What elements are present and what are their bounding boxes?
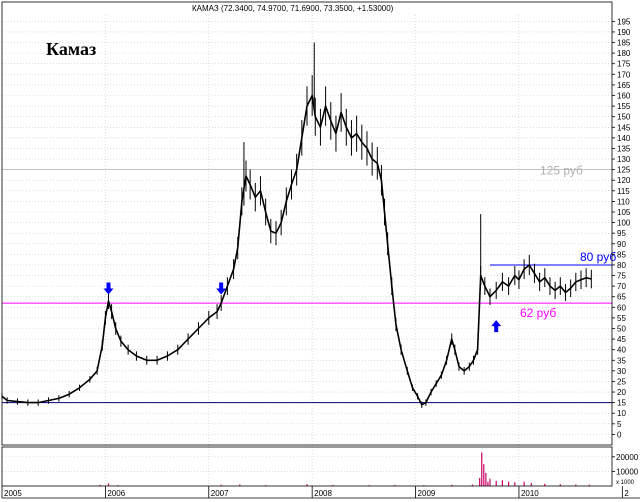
x-tick-label-4: 2009 [418, 489, 436, 498]
x-tick-label-2: 2007 [211, 489, 229, 498]
x-tick-label-3: 2008 [314, 489, 332, 498]
x-tick-label-1: 2006 [107, 489, 125, 498]
level-label-0: 125 руб [540, 164, 583, 178]
y-tick-label-18: 90 [617, 240, 626, 249]
y-tick-label-28: 140 [617, 134, 631, 143]
y-tick-label-3: 15 [617, 399, 626, 408]
y-tick-label-23: 115 [617, 187, 630, 196]
y-tick-label-17: 85 [617, 250, 626, 259]
y-tick-label-9: 45 [617, 335, 626, 344]
y-tick-label-20: 100 [617, 219, 631, 228]
y-tick-label-27: 135 [617, 144, 631, 153]
y-tick-label-8: 40 [617, 346, 626, 355]
y-tick-label-5: 25 [617, 377, 626, 386]
y-tick-label-21: 105 [617, 208, 631, 217]
y-tick-label-11: 55 [617, 314, 626, 323]
volume-tick-label-0: 20000 [616, 453, 639, 462]
arrow-down-0 [103, 282, 114, 295]
price-panel-frame [1, 1, 613, 446]
y-tick-label-12: 60 [617, 303, 626, 312]
y-tick-label-4: 20 [617, 388, 626, 397]
level-label-1: 62 руб [520, 306, 556, 320]
volume-axis: 20000 10000 x 1000 [612, 453, 639, 486]
x-tick-label-5: 2010 [521, 489, 539, 498]
y-tick-label-25: 125 [617, 166, 631, 175]
y-tick-label-34: 170 [617, 70, 631, 79]
y-tick-label-36: 180 [617, 49, 631, 58]
y-tick-label-6: 30 [617, 367, 626, 376]
y-tick-label-15: 75 [617, 272, 626, 281]
y-tick-label-30: 150 [617, 113, 631, 122]
y-tick-label-10: 50 [617, 324, 626, 333]
y-tick-label-16: 80 [617, 261, 626, 270]
y-tick-label-0: 0 [617, 430, 622, 439]
horizontal-levels: 125 руб 62 руб 80 руб [2, 164, 616, 404]
y-tick-label-31: 155 [617, 102, 631, 111]
y-tick-label-2: 10 [617, 409, 626, 418]
x-tick-label-0: 2005 [4, 489, 22, 498]
y-tick-label-38: 190 [617, 28, 631, 37]
y-tick-label-39: 195 [617, 17, 631, 26]
arrow-down-1 [216, 282, 227, 295]
chart-brand-label: Камаз [46, 39, 96, 59]
y-tick-label-24: 120 [617, 176, 631, 185]
y-tick-label-35: 175 [617, 60, 631, 69]
price-axis: 0510152025303540455055606570758085909510… [612, 17, 631, 439]
date-axis: 2005 2006 2007 2008 2009 2010 2 [1, 486, 629, 498]
y-tick-label-29: 145 [617, 123, 631, 132]
y-tick-label-32: 160 [617, 91, 631, 100]
y-tick-label-37: 185 [617, 39, 631, 48]
y-tick-label-33: 165 [617, 81, 631, 90]
volume-unit-label: x 1000 [616, 480, 635, 486]
volume-tick-label-1: 10000 [616, 467, 639, 476]
annotation-arrows [103, 282, 502, 333]
arrow-up-2 [491, 320, 502, 333]
x-tick-label-6: 2 [624, 489, 629, 498]
volume-panel-frame [1, 446, 613, 487]
chart-title: КАМАЗ (72.3400, 74.9700, 71.6900, 73.350… [192, 4, 394, 13]
y-tick-label-19: 95 [617, 229, 626, 238]
y-tick-label-22: 110 [617, 197, 630, 206]
y-tick-label-1: 5 [617, 420, 622, 429]
y-tick-label-13: 65 [617, 293, 626, 302]
y-tick-label-26: 130 [617, 155, 631, 164]
level-label-2: 80 руб [580, 250, 616, 264]
y-tick-label-7: 35 [617, 356, 626, 365]
y-tick-label-14: 70 [617, 282, 626, 291]
